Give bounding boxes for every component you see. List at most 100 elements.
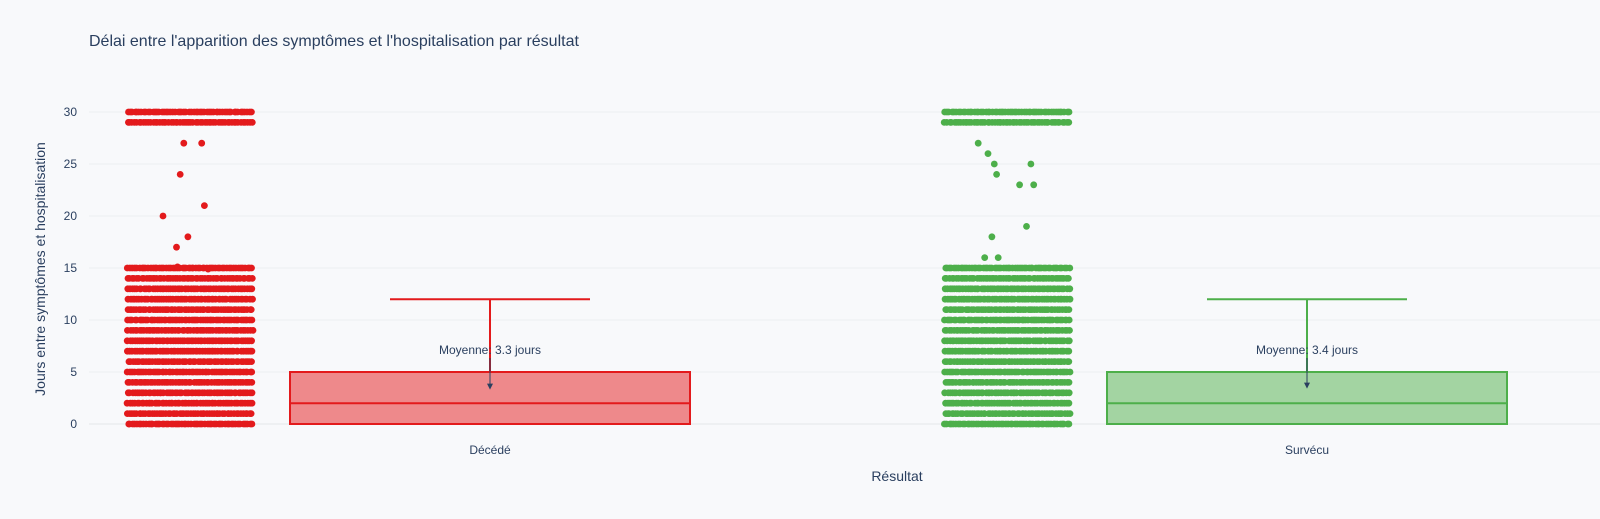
- data-point: [248, 264, 255, 272]
- point-row: [124, 347, 256, 355]
- point-row: [124, 275, 256, 282]
- point-row: [941, 389, 1073, 397]
- y-axis-title: Jours entre symptômes et hospitalisation: [32, 142, 48, 396]
- mean-annotation: Moyenne: 3.3 jours: [439, 343, 541, 357]
- annotation-arrow-head: [1304, 382, 1310, 389]
- data-point: [1065, 399, 1073, 407]
- plot-area: Moyenne: 3.3 jours Moyenne: 3.4 jours: [123, 108, 1508, 428]
- data-point: [1065, 358, 1073, 365]
- point-row: [125, 420, 256, 428]
- point-row: [124, 306, 255, 313]
- data-point: [159, 212, 167, 220]
- series-Survécu: Moyenne: 3.4 jours: [940, 108, 1508, 428]
- point-row: [124, 379, 256, 386]
- point-row: [125, 108, 255, 116]
- data-point: [189, 264, 197, 272]
- data-point: [1065, 389, 1073, 397]
- data-point: [248, 119, 256, 126]
- point-row: [941, 275, 1072, 282]
- point-row: [124, 327, 257, 334]
- y-tick-label: 20: [64, 209, 78, 223]
- x-axis-title: Résultat: [871, 468, 922, 484]
- data-point: [180, 139, 188, 147]
- y-tick-label: 25: [64, 157, 78, 171]
- y-tick-label: 5: [70, 365, 77, 379]
- data-point: [248, 347, 256, 355]
- data-point: [247, 410, 255, 417]
- y-axis-ticks: 0 5 10 15 20 25 30: [64, 105, 78, 431]
- data-point: [1023, 223, 1030, 230]
- data-point: [1065, 379, 1073, 386]
- data-point: [248, 420, 256, 428]
- y-tick-label: 30: [64, 105, 78, 119]
- data-point: [1066, 285, 1074, 293]
- annotation-arrow-head: [487, 383, 493, 390]
- data-point: [249, 327, 257, 334]
- data-point: [1065, 420, 1073, 428]
- data-point: [984, 150, 992, 158]
- point-row: [941, 327, 1073, 334]
- point-row: [941, 368, 1074, 376]
- point-row: [941, 108, 1073, 116]
- point-row: [941, 358, 1073, 365]
- data-point: [974, 139, 982, 147]
- x-axis-ticks: Décédé Survécu: [469, 443, 1329, 457]
- data-point: [1065, 316, 1073, 324]
- data-point: [201, 202, 208, 210]
- data-point: [990, 160, 998, 168]
- data-point: [1065, 347, 1073, 355]
- data-point: [1065, 119, 1073, 126]
- data-point: [1030, 181, 1038, 189]
- data-point: [248, 358, 255, 365]
- y-tick-label: 0: [70, 417, 77, 431]
- data-point: [198, 139, 206, 147]
- point-row: [941, 337, 1073, 345]
- point-row: [124, 410, 255, 417]
- point-row: [941, 316, 1073, 324]
- point-row: [941, 295, 1074, 303]
- data-point: [1066, 295, 1074, 303]
- data-point: [1066, 368, 1074, 376]
- point-row: [942, 399, 1073, 407]
- data-point: [248, 337, 256, 345]
- data-point: [994, 254, 1002, 261]
- point-row: [123, 399, 256, 407]
- y-tick-label: 10: [64, 313, 78, 327]
- data-point: [248, 108, 255, 116]
- data-point: [248, 275, 256, 282]
- point-row: [942, 410, 1074, 417]
- data-point: [1066, 327, 1073, 334]
- data-point: [1065, 275, 1072, 282]
- point-row: [124, 316, 256, 324]
- x-tick-label: Décédé: [469, 443, 511, 457]
- point-row: [124, 295, 256, 303]
- data-point: [204, 265, 212, 273]
- data-point: [249, 295, 256, 303]
- y-tick-label: 15: [64, 261, 78, 275]
- point-row: [124, 389, 256, 397]
- point-row: [941, 285, 1074, 293]
- point-row: [124, 119, 256, 126]
- data-point: [1016, 181, 1023, 189]
- data-point: [1066, 264, 1074, 272]
- mean-annotation: Moyenne: 3.4 jours: [1256, 343, 1358, 357]
- point-row: [123, 337, 256, 345]
- data-point: [1066, 410, 1074, 417]
- point-row: [942, 306, 1073, 313]
- x-tick-label: Survécu: [1285, 443, 1329, 457]
- data-point: [247, 306, 255, 313]
- series-Décédé: Moyenne: 3.3 jours: [123, 108, 691, 428]
- data-point: [173, 243, 180, 251]
- data-point: [176, 171, 184, 178]
- point-row: [940, 119, 1073, 126]
- data-point: [1065, 306, 1073, 313]
- data-point: [1065, 108, 1073, 116]
- point-row: [942, 264, 1074, 272]
- data-point: [248, 399, 256, 407]
- point-row: [124, 285, 256, 293]
- data-point: [248, 389, 256, 397]
- data-point: [184, 233, 192, 241]
- point-row: [941, 420, 1073, 428]
- point-row: [125, 358, 255, 365]
